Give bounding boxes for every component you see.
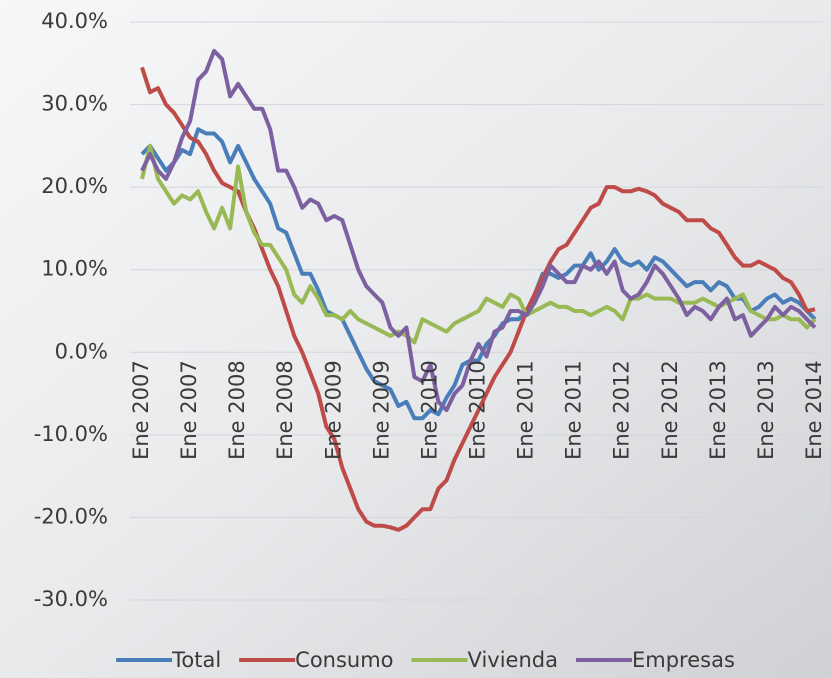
legend-label: Consumo [295,648,393,672]
x-tick-label: Ene 2013 [706,360,730,460]
x-tick-label: Ene 2008 [225,360,249,460]
y-tick-label: 20.0% [41,174,108,198]
x-tick-label: Ene 2007 [129,360,153,460]
series-line [140,127,817,421]
y-tick-label: -30.0% [34,587,108,611]
x-tick-label: Ene 2013 [754,360,778,460]
y-tick-label: 40.0% [41,9,108,33]
series-line [140,143,817,345]
x-tick-label: Ene 2008 [273,360,297,460]
legend-label: Empresas [632,648,735,672]
legend-label: Total [171,648,221,672]
x-tick-label: Ene 2007 [177,360,201,460]
y-tick-label: 10.0% [41,257,108,281]
x-tick-label: Ene 2010 [417,360,441,460]
x-tick-label: Ene 2012 [610,360,634,460]
x-tick-label: Ene 2009 [369,360,393,460]
y-tick-label: -20.0% [34,504,108,528]
x-tick-label: Ene 2014 [802,360,826,460]
y-tick-label: 30.0% [41,92,108,116]
x-tick-label: Ene 2011 [514,360,538,460]
x-tick-label: Ene 2009 [321,360,345,460]
series-line [140,48,817,413]
y-tick-label: -10.0% [34,422,108,446]
y-tick-label: 0.0% [55,339,108,363]
legend-label: Vivienda [468,648,558,672]
x-tick-label: Ene 2012 [658,360,682,460]
x-tick-label: Ene 2010 [466,360,490,460]
x-tick-label: Ene 2011 [562,360,586,460]
